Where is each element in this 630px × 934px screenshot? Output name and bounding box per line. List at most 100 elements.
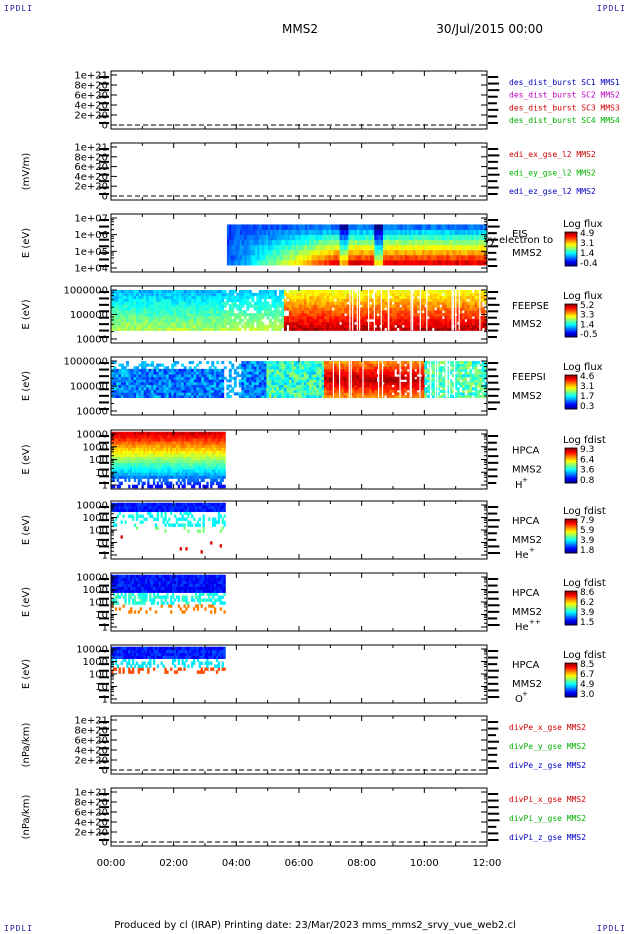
spectrogram-cell — [253, 318, 257, 323]
spectrogram-cell — [452, 224, 455, 230]
spectrogram-cell — [356, 371, 360, 375]
spectrogram-cell — [484, 321, 488, 326]
spectrogram-cell — [181, 379, 185, 383]
spectrogram-cell — [424, 244, 427, 251]
spectrogram-cell — [447, 234, 451, 241]
spectrogram-cell — [158, 307, 162, 311]
spectrogram-cell — [461, 301, 465, 305]
spectrogram-cell — [231, 244, 234, 251]
spectrogram-cell — [309, 298, 312, 302]
spectrogram-cell — [248, 304, 252, 308]
spectrogram-cell — [221, 374, 225, 378]
spectrogram-cell — [361, 321, 365, 326]
spectrogram-cell — [236, 392, 240, 396]
spectrogram-cell — [394, 307, 398, 311]
spectrogram-cell — [151, 324, 155, 328]
spectrogram-cell — [153, 292, 157, 297]
spectrogram-cell — [364, 321, 368, 326]
spectrogram-cell — [229, 254, 232, 261]
spectrogram-cell — [416, 361, 420, 365]
spectrogram-cell — [381, 389, 385, 393]
spectrogram-cell — [445, 249, 449, 256]
spectrogram-cell — [201, 384, 205, 388]
spectrogram-cell — [384, 324, 388, 328]
spectrogram-cell — [166, 324, 170, 328]
spectrogram-cell — [293, 389, 297, 393]
spectrogram-cell — [268, 384, 272, 388]
spectrogram-cell — [221, 313, 225, 317]
spectrogram-cell — [293, 321, 297, 326]
spectrogram-cell — [196, 316, 200, 320]
edge-mark — [488, 316, 497, 319]
spectrogram-cell — [293, 298, 297, 302]
spectrogram-cell — [203, 295, 207, 300]
spectrogram-cell — [196, 292, 200, 297]
spectrogram-cell — [156, 387, 160, 391]
spectrogram-cell — [482, 254, 486, 261]
spectrogram-cell — [343, 254, 347, 261]
spectrogram-cell — [208, 324, 212, 328]
spectrogram-cell — [278, 371, 282, 375]
spectrogram-cell — [121, 384, 124, 388]
spectrogram-cell — [126, 310, 129, 314]
y-axis-label: (mV/m) — [21, 153, 32, 191]
spectrogram-cell — [133, 392, 137, 396]
spectrogram-cell — [351, 361, 355, 365]
spectrogram-cell — [111, 321, 114, 326]
spectrogram-cell — [133, 387, 137, 391]
spectrogram-cell — [156, 363, 160, 367]
spectrogram-cell — [349, 376, 353, 380]
spectrogram-cell — [266, 389, 270, 393]
spectrogram-cell — [395, 239, 399, 246]
spectrogram-cell — [268, 254, 271, 261]
spectrogram-cell — [111, 327, 114, 331]
spectrogram-cell — [339, 368, 343, 372]
spectrogram-cell — [138, 376, 142, 380]
spectrogram-cell — [278, 394, 282, 398]
spectrogram-cell — [354, 259, 358, 266]
spectrogram-cell — [253, 371, 257, 375]
spectrogram-cell — [281, 318, 285, 323]
edge-mark — [99, 167, 109, 170]
spectrogram-cell — [354, 229, 358, 235]
spectrogram-cell — [243, 289, 247, 294]
spectrogram-cell — [439, 394, 443, 398]
spectrogram-cell — [241, 292, 245, 297]
spectrogram-cell — [231, 313, 235, 317]
spectrogram-cell — [261, 363, 265, 367]
spectrogram-cell — [178, 307, 182, 311]
spectrogram-cell — [349, 295, 353, 300]
spectrogram-cell — [467, 244, 471, 251]
spectrogram-cell — [394, 295, 398, 300]
spectrogram-cell — [276, 318, 280, 323]
spectrogram-cell — [394, 301, 398, 305]
spectrogram-cell — [239, 229, 243, 235]
spectrogram-cell — [364, 310, 368, 314]
spectrogram-cell — [309, 313, 312, 317]
spectrogram-cell — [283, 376, 287, 380]
spectrogram-cell — [365, 229, 369, 235]
spectrogram-cell — [263, 389, 267, 393]
spectrogram-cell — [480, 239, 484, 246]
spectrogram-cell — [354, 239, 358, 246]
spectrogram-cell — [193, 310, 197, 314]
spectrogram-cell — [203, 384, 207, 388]
spectrogram-cell — [156, 289, 160, 294]
spectrogram-cell — [314, 301, 317, 305]
spectrogram-cell — [419, 224, 423, 230]
spectrogram-cell — [322, 224, 325, 230]
spectrogram-cell — [186, 292, 190, 297]
spectrogram-cell — [171, 316, 175, 320]
spectrogram-cell — [231, 310, 235, 314]
spectrogram-cell — [339, 384, 343, 388]
spectrogram-cell — [293, 316, 297, 320]
spectrogram-cell — [344, 321, 348, 326]
spectrogram-cell — [326, 289, 330, 294]
spectrogram-cell — [334, 304, 337, 308]
color-bar-segment — [565, 327, 577, 329]
spectrogram-cell — [223, 316, 227, 320]
spectrogram-cell — [113, 368, 117, 372]
spectrogram-cell — [268, 307, 272, 311]
spectrogram-cell — [379, 379, 383, 383]
spectrogram-cell — [293, 394, 297, 398]
